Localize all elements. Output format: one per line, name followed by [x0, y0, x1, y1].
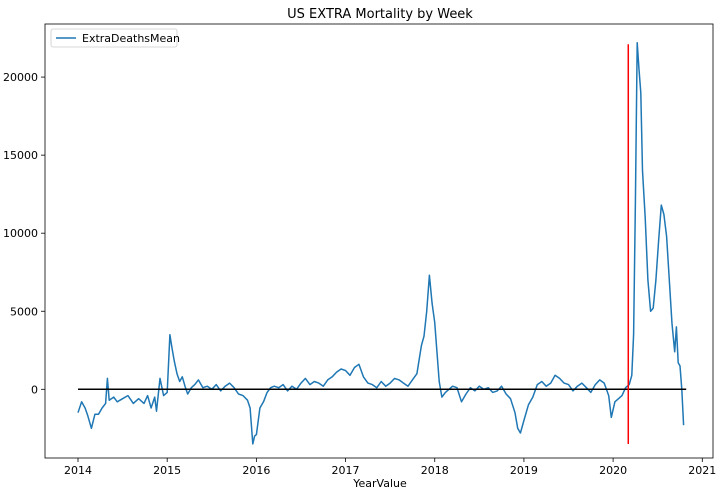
axes-layer: 2014 2015 2016 2017 2018 2019 2020 2021 0 5000 100…	[3, 71, 716, 477]
x-tick-label: 2021	[688, 464, 716, 477]
plot-layer	[77, 41, 687, 445]
x-tick-label: 2020	[599, 464, 627, 477]
legend-label-extra-deaths: ExtraDeathsMean	[82, 32, 180, 45]
x-axis-label: YearValue	[352, 477, 407, 490]
chart-title: US EXTRA Mortality by Week	[287, 7, 473, 22]
y-tick-label: 15000	[3, 149, 38, 162]
legend: ExtraDeathsMean	[50, 28, 180, 48]
x-tick-label: 2015	[153, 464, 181, 477]
x-tick-label: 2018	[421, 464, 449, 477]
series-line-extra-deaths-mean	[77, 41, 685, 445]
y-tick-label: 10000	[3, 227, 38, 240]
y-tick-label: 20000	[3, 71, 38, 84]
y-tick-label: 5000	[10, 305, 38, 318]
x-tick-label: 2017	[332, 464, 360, 477]
x-tick-label: 2019	[510, 464, 538, 477]
legend-box	[50, 28, 178, 48]
plot-frame	[44, 23, 714, 459]
x-tick-label: 2014	[64, 464, 92, 477]
x-tick-label: 2016	[242, 464, 270, 477]
y-tick-label: 0	[31, 383, 38, 396]
